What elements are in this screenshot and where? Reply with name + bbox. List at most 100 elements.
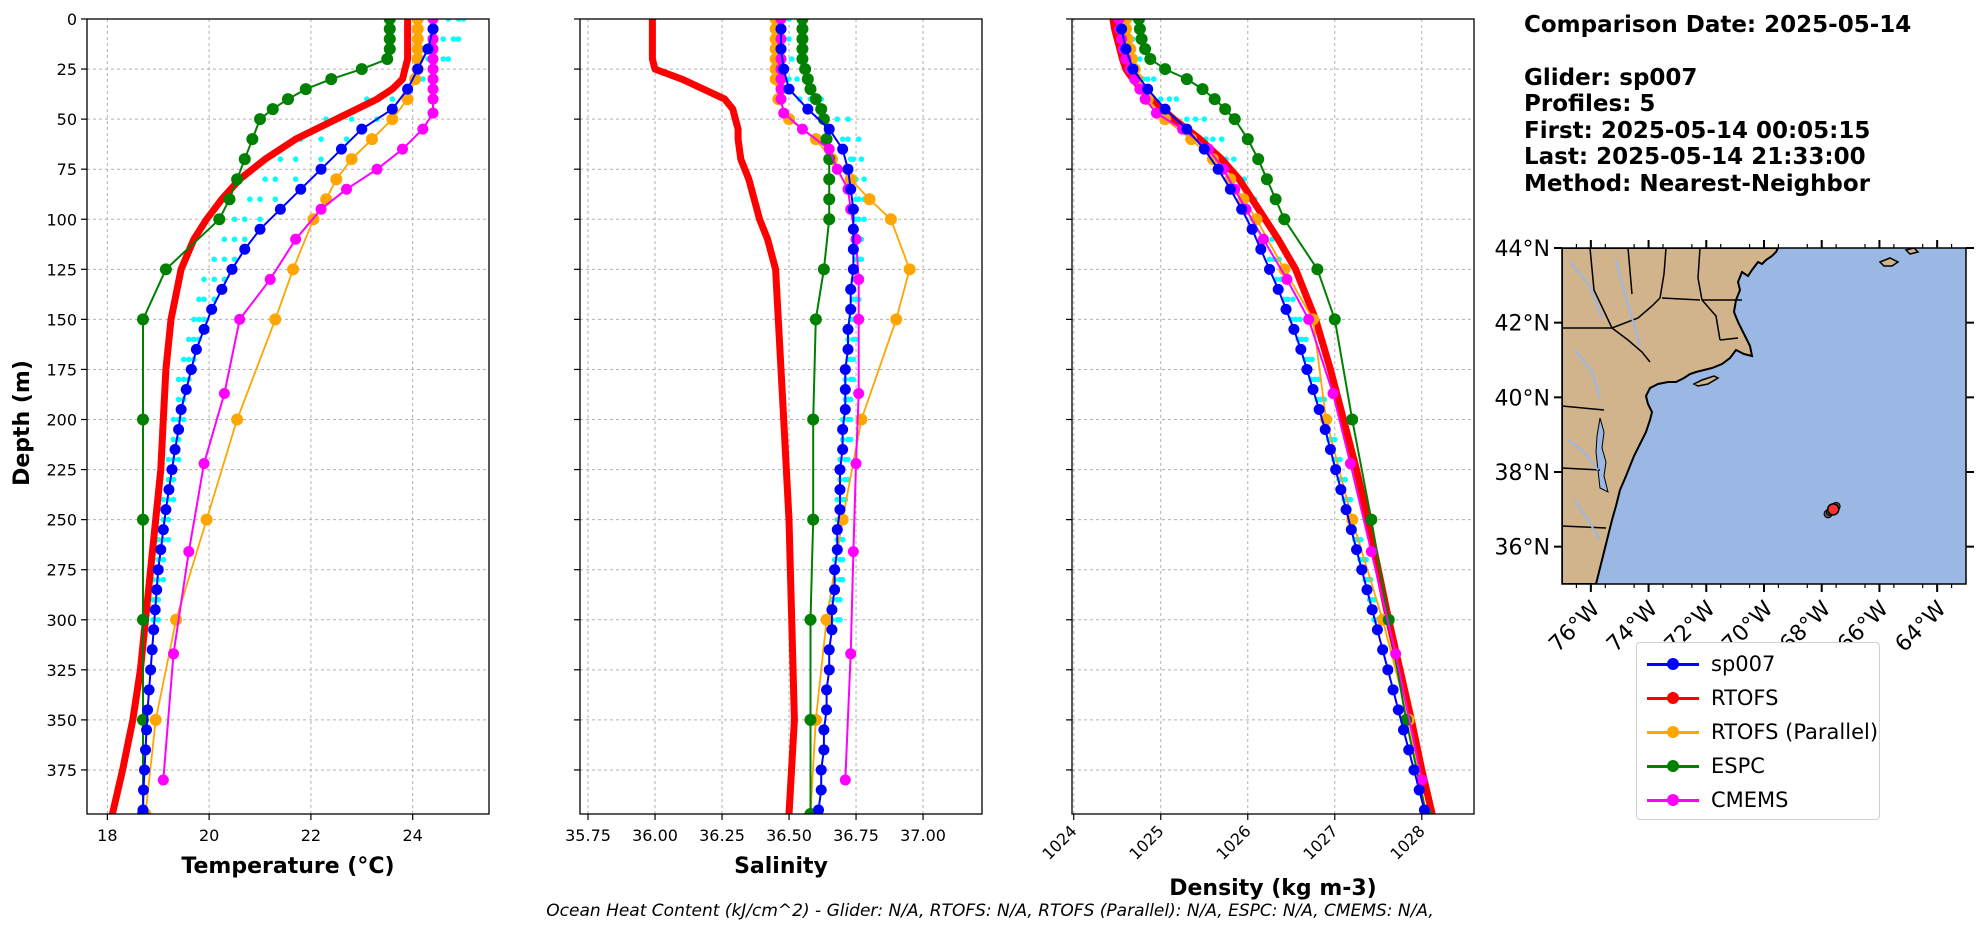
sp007-marker xyxy=(157,524,169,536)
legend-label: RTOFS xyxy=(1711,686,1779,710)
cmems-marker xyxy=(157,774,169,786)
espc-marker xyxy=(1144,53,1157,66)
sp007-marker xyxy=(1224,183,1236,195)
legend-marker xyxy=(1667,658,1679,670)
cmems-marker xyxy=(341,183,353,195)
x-tick-label: 18 xyxy=(97,826,117,845)
rtofs-parallel-line xyxy=(1125,19,1427,814)
y-tick-label: 325 xyxy=(46,661,77,680)
glider-raw-point xyxy=(853,216,859,223)
espc-marker xyxy=(1139,43,1152,56)
cmems-marker xyxy=(1416,774,1428,786)
espc-marker xyxy=(1208,93,1221,106)
rtofs-series xyxy=(1109,19,1436,814)
x-tick-label: 37.00 xyxy=(900,826,946,845)
rtofs-parallel-marker xyxy=(820,613,833,626)
sp007-marker xyxy=(775,23,787,35)
espc-marker xyxy=(796,23,809,36)
glider-raw-point xyxy=(460,19,467,22)
glider-raw-point xyxy=(348,116,355,122)
espc-marker xyxy=(383,43,396,56)
first-profile-time: First: 2025-05-14 00:05:15 xyxy=(1524,117,1871,144)
cmems-marker xyxy=(290,233,302,245)
sp007-series xyxy=(137,23,439,814)
glider-raw-point xyxy=(850,296,857,303)
sp007-marker xyxy=(152,564,164,576)
glider-raw-point xyxy=(1292,316,1299,323)
temperature-panel: 18 20 22 24 0 25 50 75 100 125 150 175 200 225 250 275 3… xyxy=(46,10,490,879)
sp007-marker xyxy=(1313,403,1325,415)
comparison-info: Comparison Date: 2025-05-14 Glider: sp00… xyxy=(1524,12,1911,197)
legend-marker xyxy=(1667,692,1679,704)
sp007-marker xyxy=(815,784,827,796)
glider-raw-point xyxy=(845,456,851,463)
sp007-marker xyxy=(1418,804,1430,814)
espc-marker xyxy=(815,103,828,116)
glider-raw-point xyxy=(861,216,867,223)
sp007-marker xyxy=(315,163,327,175)
legend-item: RTOFS xyxy=(1645,685,1778,711)
rtofs-parallel-marker xyxy=(386,113,399,126)
espc-marker xyxy=(1180,73,1193,86)
glider-raw-point xyxy=(160,496,167,503)
glider-raw-point xyxy=(318,156,324,162)
sp007-series xyxy=(775,23,859,814)
glider-raw-point xyxy=(1315,376,1322,383)
sp007-marker xyxy=(847,203,859,215)
cmems-marker xyxy=(427,63,439,75)
glider-raw-point xyxy=(1166,96,1173,102)
glider-raw-point xyxy=(272,176,279,183)
x-tick-label: 36.75 xyxy=(833,826,879,845)
cmems-marker xyxy=(775,73,787,85)
rtofs-parallel-marker xyxy=(231,413,244,426)
rtofs-parallel-marker xyxy=(345,153,358,166)
cmems-marker xyxy=(850,233,862,245)
sp007-marker xyxy=(834,504,846,516)
sp007-marker xyxy=(1392,704,1404,716)
sp007-marker xyxy=(356,123,368,135)
sp007-marker xyxy=(823,664,835,676)
cmems-marker xyxy=(1139,93,1151,105)
glider-raw-point xyxy=(272,196,279,203)
cmems-marker xyxy=(853,273,865,285)
glider-raw-point xyxy=(277,156,284,162)
rtofs-parallel-marker xyxy=(200,513,213,526)
sp007-marker xyxy=(1236,203,1248,215)
cmems-marker xyxy=(1257,233,1269,245)
cmems-marker xyxy=(168,648,180,660)
density-panel: 1024 1025 1026 1027 1028 Density (kg m-3) xyxy=(1038,18,1475,901)
y-tick-label: 125 xyxy=(46,260,77,279)
espc-marker xyxy=(299,83,312,96)
sp007-marker xyxy=(151,584,163,596)
espc-marker xyxy=(1159,63,1172,76)
glider-raw-point xyxy=(175,456,182,463)
sp007-marker xyxy=(839,383,851,395)
map-island xyxy=(1878,257,1900,267)
y-tick-label: 75 xyxy=(57,160,77,179)
glider-raw-point xyxy=(257,216,263,223)
temperature-plot-area xyxy=(108,19,467,814)
glider-raw-point xyxy=(1201,116,1208,122)
cmems-marker xyxy=(1327,387,1339,399)
rtofs-parallel-series xyxy=(139,19,424,814)
sp007-marker xyxy=(226,263,238,275)
sp007-marker xyxy=(847,223,859,235)
legend-swatch xyxy=(1645,719,1701,745)
density-plot-area xyxy=(1109,19,1436,814)
sp007-marker xyxy=(148,624,160,636)
espc-marker xyxy=(383,23,396,36)
sp007-marker xyxy=(1387,684,1399,696)
profile-count: Profiles: 5 xyxy=(1524,91,1656,117)
glider-raw-point xyxy=(839,556,846,563)
cmems-marker xyxy=(778,107,790,119)
espc-marker xyxy=(1252,153,1265,166)
glider-raw-point xyxy=(221,236,228,243)
rtofs-parallel-marker xyxy=(863,193,876,206)
map-rivers xyxy=(1567,259,1641,541)
rtofs-parallel-marker xyxy=(890,313,903,326)
sp007-marker xyxy=(402,83,414,95)
rtofs-parallel-marker xyxy=(1278,263,1291,276)
sp007-marker xyxy=(145,664,157,676)
rtofs-parallel-marker xyxy=(365,133,378,146)
glider-raw-point xyxy=(155,616,162,623)
